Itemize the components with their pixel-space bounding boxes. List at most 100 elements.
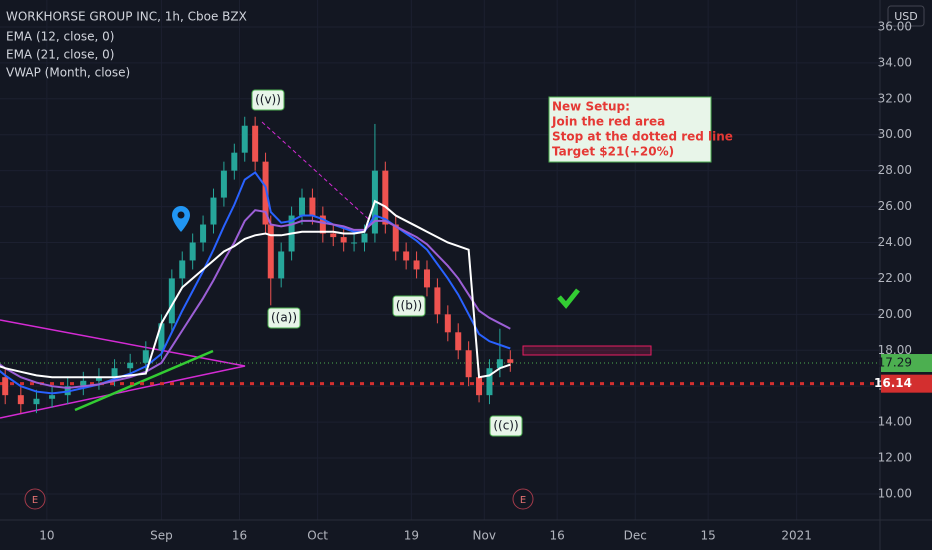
y-tick-label: 18.00	[878, 343, 912, 357]
x-tick-label: Oct	[307, 529, 328, 543]
candle-body	[267, 224, 274, 279]
candle-body	[361, 233, 368, 243]
legend-entry: EMA (12, close, 0)	[6, 30, 114, 44]
candle-body	[142, 350, 149, 363]
currency-button[interactable]	[887, 5, 925, 27]
wave-box	[489, 415, 523, 437]
candle-body	[17, 395, 24, 405]
note-line: Stop at the dotted red line	[552, 130, 733, 144]
y-tick-label: 22.00	[878, 271, 912, 285]
candle-body	[127, 362, 134, 369]
x-tick-label: 2021	[781, 529, 812, 543]
x-tick-label: 15	[701, 529, 716, 543]
candle-body	[168, 278, 175, 324]
stop-label: 16.14	[874, 376, 912, 390]
y-tick-label: 14.00	[878, 415, 912, 429]
y-tick-label: 32.00	[878, 91, 912, 105]
symbol-title: WORKHORSE GROUP INC, 1h, Cboe BZX	[6, 10, 247, 24]
event-marker	[24, 488, 46, 510]
y-tick-label: 20.00	[878, 307, 912, 321]
x-tick-label: 19	[404, 529, 419, 543]
candle-body	[507, 359, 514, 363]
wave-box	[251, 89, 285, 111]
candle-body	[158, 323, 165, 351]
candle-body	[496, 359, 503, 369]
pin-hole	[177, 211, 185, 219]
indicator-line	[0, 199, 511, 379]
candle-body	[340, 237, 347, 243]
y-tick-label: 26.00	[878, 199, 912, 213]
x-tick-label: 16	[232, 529, 247, 543]
last-price-label: 17.29	[878, 356, 912, 370]
x-tick-label: Dec	[624, 529, 647, 543]
note-line: Join the red area	[551, 115, 665, 129]
candle-body	[80, 380, 87, 387]
y-tick-label: 30.00	[878, 127, 912, 141]
candle-body	[465, 350, 472, 378]
candle-body	[189, 242, 196, 261]
candle-body	[351, 242, 358, 244]
candle-body	[382, 170, 389, 225]
candle-body	[33, 398, 40, 405]
stop-tag	[881, 374, 932, 393]
x-tick-label: Nov	[473, 529, 496, 543]
x-tick-label: Sep	[150, 529, 173, 543]
x-tick-label: 10	[39, 529, 54, 543]
event-label: E	[32, 495, 38, 506]
candle-body	[403, 251, 410, 261]
plot-area	[0, 116, 880, 419]
note-box	[548, 96, 712, 163]
wave-label: ((c))	[493, 419, 518, 433]
event-label: E	[520, 495, 526, 506]
candle-body	[330, 233, 337, 238]
candle-body	[455, 332, 462, 351]
event-marker	[512, 488, 534, 510]
candle-body	[262, 161, 269, 225]
wave-label: ((v))	[255, 93, 281, 107]
candle-body	[319, 215, 326, 234]
y-tick-label: 36.00	[878, 19, 912, 33]
candle-body	[200, 224, 207, 243]
currency[interactable]: USD	[894, 10, 918, 23]
dashed-line	[261, 121, 376, 226]
candle-body	[434, 287, 441, 315]
candle-body	[49, 395, 56, 399]
trend-line	[74, 349, 214, 412]
candle-body	[444, 314, 451, 333]
candle-body	[252, 125, 259, 162]
y-tick-label: 34.00	[878, 55, 912, 69]
wave-box	[267, 307, 301, 329]
legend-entry: VWAP (Month, close)	[6, 66, 130, 80]
legend-entry: EMA (21, close, 0)	[6, 48, 114, 62]
checkmark	[557, 288, 580, 309]
candle-body	[423, 269, 430, 288]
wave-label: ((b))	[396, 299, 422, 313]
triangle-pattern	[0, 319, 246, 419]
note-line: Target $21(+20%)	[552, 145, 674, 159]
candle-body	[241, 125, 248, 153]
candle-body	[111, 368, 118, 378]
candle-body	[231, 152, 238, 171]
y-tick-label: 12.00	[878, 451, 912, 465]
entry-zone[interactable]	[522, 345, 652, 356]
location-pin	[172, 206, 190, 232]
candle-body	[278, 251, 285, 279]
candle-body	[309, 197, 316, 216]
grid	[0, 0, 880, 520]
candle-body	[299, 197, 306, 216]
candle-body	[2, 377, 9, 396]
candle-body	[95, 377, 102, 381]
candle-body	[413, 260, 420, 270]
y-tick-label: 28.00	[878, 163, 912, 177]
y-tick-label: 10.00	[878, 486, 912, 500]
y-tick-label: 24.00	[878, 235, 912, 249]
wave-label: ((a))	[271, 311, 297, 325]
candle-body	[220, 170, 227, 198]
candle-body	[210, 197, 217, 225]
candle-body	[179, 260, 186, 279]
last-price-tag	[881, 354, 932, 373]
candle-body	[392, 224, 399, 252]
candle-body	[486, 368, 493, 396]
